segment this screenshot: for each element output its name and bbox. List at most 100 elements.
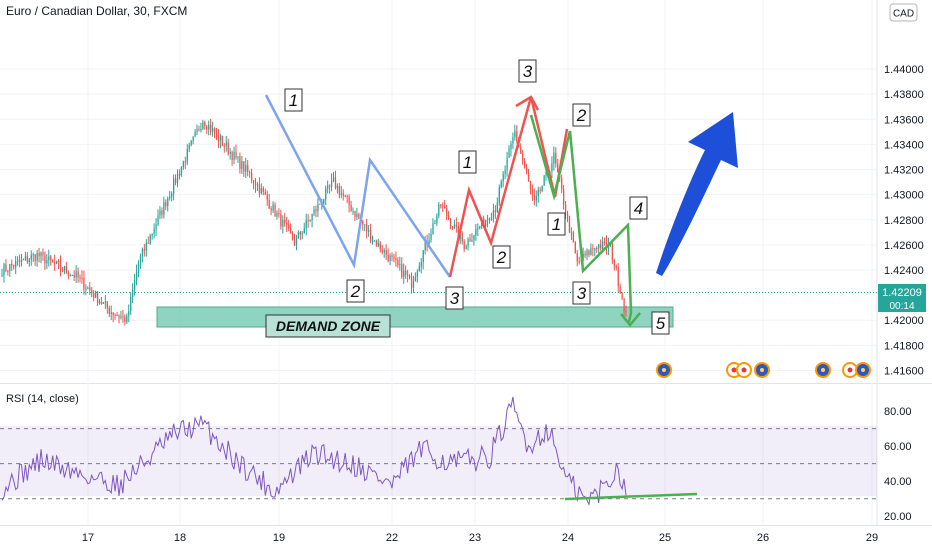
candle-body — [358, 214, 360, 219]
candle-body — [537, 189, 539, 197]
blue-wave-path[interactable] — [264, 94, 452, 278]
candle-body — [38, 252, 40, 257]
candle-body — [408, 275, 411, 277]
candle-body — [28, 259, 30, 263]
candle-body — [338, 186, 341, 195]
event-ca-icon[interactable] — [842, 362, 858, 378]
candle-body — [315, 209, 317, 212]
candle-body — [108, 308, 110, 314]
candle-body — [479, 226, 481, 228]
candle-body — [225, 142, 227, 147]
wave-label: 3 — [518, 59, 537, 83]
candle-body — [286, 223, 288, 225]
rsi-trendline[interactable] — [564, 492, 698, 501]
candlestick-series — [1, 119, 627, 326]
candle-body — [174, 178, 177, 184]
candle-body — [63, 266, 66, 271]
candle-body — [510, 143, 512, 150]
candle-body — [165, 202, 167, 207]
candle-body — [237, 156, 239, 158]
green-wave-path[interactable] — [529, 114, 633, 323]
candle-body — [607, 244, 610, 249]
candle-body — [323, 199, 325, 204]
candle-body — [95, 291, 97, 298]
candle-body — [36, 252, 38, 261]
candle-body — [342, 193, 344, 196]
candle-body — [340, 193, 342, 195]
candle-body — [258, 184, 261, 194]
candle-body — [584, 253, 586, 256]
event-ca-icon[interactable] — [736, 362, 752, 378]
svg-text:2: 2 — [496, 248, 507, 267]
candle-body — [239, 156, 241, 169]
price-tick-label: 1.42800 — [884, 215, 924, 227]
candle-body — [83, 277, 85, 290]
time-tick-label: 19 — [273, 532, 285, 544]
candle-body — [545, 170, 547, 176]
candle-body — [483, 218, 485, 227]
candle-body — [446, 208, 448, 216]
candle-body — [354, 210, 356, 217]
candle-body — [574, 242, 576, 254]
demand-zone[interactable] — [156, 306, 674, 328]
candle-body — [247, 165, 249, 173]
candle-body — [379, 242, 381, 250]
candle-body — [434, 223, 436, 225]
bullish-arrow-icon[interactable] — [656, 112, 738, 276]
candle-body — [122, 316, 124, 318]
candle-body — [410, 275, 413, 288]
event-eu-icon[interactable] — [855, 362, 871, 378]
candle-body — [297, 232, 300, 237]
candle-body — [592, 248, 594, 250]
candle-body — [229, 151, 231, 154]
candle-body — [173, 178, 175, 194]
rsi-title: RSI (14, close) — [6, 393, 79, 405]
candle-body — [56, 260, 58, 264]
candle-body — [91, 290, 93, 294]
candle-body — [301, 233, 303, 235]
candle-body — [397, 260, 399, 266]
candle-body — [309, 219, 311, 221]
currency-badge[interactable]: CAD — [893, 9, 914, 20]
candle-body — [32, 254, 34, 256]
candle-body — [590, 248, 592, 255]
candle-body — [20, 259, 23, 262]
candle-body — [346, 195, 348, 197]
candle-body — [215, 133, 218, 135]
candle-body — [430, 234, 432, 240]
candle-body — [272, 204, 274, 211]
svg-text:3: 3 — [523, 62, 533, 81]
price-tick-label: 1.42600 — [884, 240, 924, 252]
price-tick-label: 1.41800 — [884, 340, 924, 352]
candle-body — [241, 161, 243, 169]
price-tick-label: 1.41600 — [884, 365, 924, 377]
event-eu-icon[interactable] — [656, 362, 672, 378]
candle-body — [432, 223, 434, 235]
event-eu-icon[interactable] — [754, 362, 770, 378]
candle-body — [492, 210, 495, 218]
candle-body — [217, 133, 220, 141]
event-eu-icon[interactable] — [815, 362, 831, 378]
candle-body — [180, 167, 183, 176]
time-tick-label: 24 — [562, 532, 574, 544]
candle-body — [96, 291, 99, 304]
time-tick-label: 25 — [659, 532, 671, 544]
candle-body — [625, 311, 627, 313]
candle-body — [235, 151, 237, 158]
price-tick-label: 1.44000 — [884, 64, 924, 76]
candle-body — [600, 244, 602, 249]
wave-label: 1 — [547, 212, 566, 236]
candle-body — [621, 293, 623, 299]
candle-body — [334, 177, 337, 189]
candle-body — [221, 135, 224, 146]
currency-badge-box[interactable] — [889, 3, 918, 22]
event-icons[interactable] — [656, 362, 871, 378]
svg-text:3: 3 — [577, 284, 587, 303]
candle-body — [295, 236, 298, 246]
candle-body — [52, 260, 54, 262]
candle-body — [30, 255, 32, 260]
candle-body — [414, 276, 417, 282]
candle-body — [104, 301, 107, 303]
candle-body — [428, 239, 430, 245]
